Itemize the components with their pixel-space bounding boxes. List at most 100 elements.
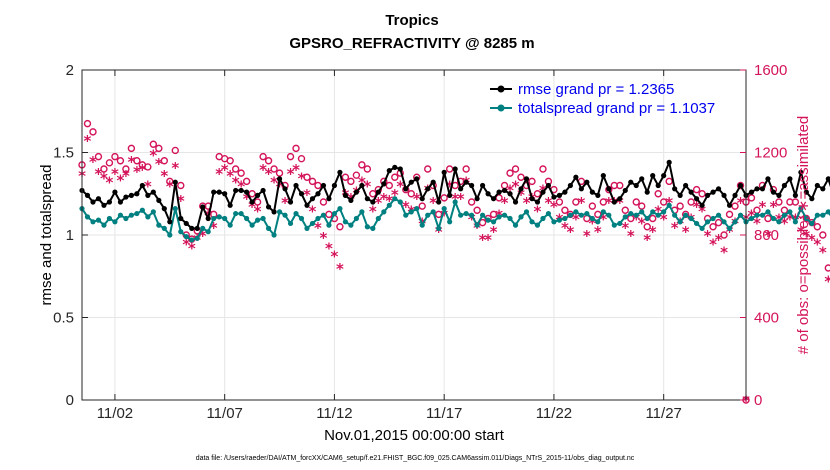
obs-assimilated-point: * [320, 229, 328, 247]
rmse-point [540, 189, 546, 195]
rmse-point [485, 191, 491, 197]
obs-assimilated-point: * [643, 231, 651, 249]
rmse-point [227, 202, 233, 208]
obs-assimilated-point: * [550, 198, 558, 216]
totalspread-point [276, 209, 283, 215]
obs-possible-point [166, 177, 174, 186]
rmse-point [265, 204, 272, 210]
rmse-point [408, 179, 414, 185]
obs-assimilated-point: * [468, 211, 476, 229]
rmse-point [633, 182, 639, 189]
totalspread-point [770, 215, 777, 222]
obs-assimilated-point: * [627, 227, 635, 245]
totalspread-point [677, 219, 683, 225]
totalspread-point [458, 212, 464, 218]
rmse-point [364, 196, 370, 202]
obs-assimilated-point: * [265, 165, 273, 183]
obs-assimilated-point: * [133, 163, 141, 181]
rmse-point [386, 168, 392, 174]
totalspread-point [606, 212, 612, 218]
rmse-point [512, 199, 519, 205]
obs-possible-point [506, 169, 514, 177]
obs-assimilated-point: * [446, 178, 454, 196]
rmse-point [276, 176, 283, 182]
rmse-point [704, 192, 711, 198]
obs-possible-point [659, 198, 668, 206]
rmse-point [463, 179, 469, 185]
obs-assimilated-point: * [248, 198, 256, 216]
totalspread-point [715, 212, 722, 218]
obs-assimilated-point: * [369, 202, 377, 220]
obs-assimilated-point: * [704, 227, 712, 245]
obs-assimilated-point: * [742, 392, 750, 410]
rmse-point [556, 192, 563, 198]
obs-possible-point [347, 177, 355, 186]
rmse-point [501, 187, 508, 194]
obs-possible-point [616, 181, 624, 190]
totalspread-point [600, 209, 606, 215]
totalspread-point [150, 209, 156, 215]
rmse-point [726, 202, 733, 208]
obs-assimilated-point: * [95, 165, 103, 183]
obs-assimilated-point: * [391, 186, 399, 204]
obs-assimilated-point: * [254, 202, 262, 220]
rmse-point [776, 192, 782, 198]
rmse-point [787, 176, 793, 182]
obs-assimilated-point: * [572, 211, 580, 229]
obs-assimilated-point: * [671, 219, 679, 237]
rmse-point [342, 192, 349, 198]
totalspread-point [145, 214, 151, 220]
obs-assimilated-point: * [226, 167, 234, 185]
obs-assimilated-point: * [797, 223, 805, 241]
totalspread-point [128, 212, 134, 218]
obs-assimilated-point: * [287, 165, 295, 183]
y-tick-label-right: 400 [754, 310, 779, 327]
totalspread-point [820, 212, 826, 218]
rmse-point [639, 176, 645, 182]
totalspread-point [578, 212, 584, 218]
totalspread-point [534, 222, 541, 228]
obs-possible-point [572, 198, 580, 206]
rmse-point [672, 186, 678, 192]
obs-possible-point [133, 157, 141, 165]
rmse-point [161, 206, 167, 212]
totalspread-point [309, 220, 316, 227]
rmse-point [117, 199, 124, 205]
totalspread-point [90, 219, 96, 225]
obs-possible-point [555, 198, 564, 206]
obs-assimilated-point: * [188, 239, 196, 257]
rmse-point [381, 181, 387, 187]
obs-assimilated-point: * [429, 194, 437, 212]
totalspread-point [737, 212, 744, 218]
rmse-point [545, 182, 552, 189]
totalspread-point [529, 219, 535, 225]
obs-assimilated-point: * [451, 190, 459, 208]
obs-possible-point [275, 169, 284, 177]
rmse-point [128, 192, 134, 198]
obs-assimilated-point: * [374, 194, 382, 212]
totalspread-point [479, 212, 486, 218]
rmse-point [205, 215, 211, 222]
totalspread-point [490, 219, 497, 225]
obs-assimilated-point: * [583, 227, 591, 245]
obs-possible-point [467, 198, 476, 206]
rmse-point [244, 189, 250, 195]
obs-possible-point [462, 165, 470, 173]
rmse-point [567, 182, 573, 189]
totalspread-point [726, 225, 733, 231]
totalspread-point [650, 209, 656, 215]
y-tick-label-right: 800 [754, 227, 779, 244]
obs-assimilated-point: * [709, 235, 717, 253]
obs-assimilated-point: * [753, 215, 761, 233]
obs-possible-point [144, 163, 152, 171]
rmse-point [331, 182, 338, 189]
totalspread-point [595, 219, 601, 225]
obs-assimilated-point: * [501, 194, 509, 212]
totalspread-point [798, 206, 804, 212]
rmse-point [655, 182, 661, 189]
rmse-point [260, 187, 266, 194]
rmse-point [534, 199, 541, 205]
totalspread-point [644, 215, 650, 222]
rmse-point [222, 191, 228, 197]
obs-possible-point [725, 210, 734, 219]
